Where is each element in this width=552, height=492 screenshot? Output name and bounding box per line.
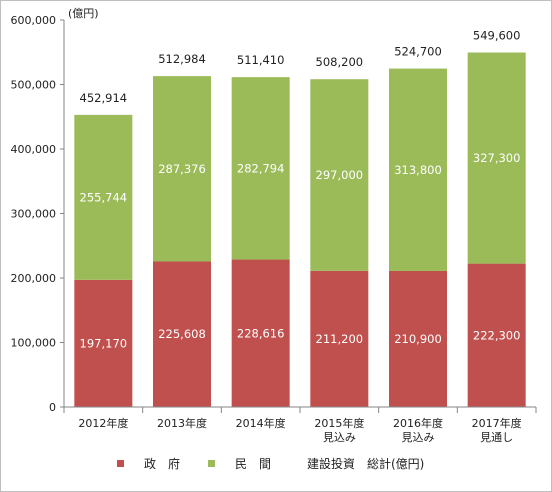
data-labels: 197,170 255,744 452,914 225,608 287,376 512,9… (80, 29, 521, 351)
x-category-label: 2017年度 (472, 416, 522, 430)
legend: 政 府 民 間 建設投資 総計(億円) (117, 456, 424, 471)
x-category-label: 2014年度 (236, 416, 286, 430)
bar-government (467, 263, 526, 407)
legend-government-swatch (117, 460, 124, 467)
segment-label: 197,170 (80, 336, 128, 350)
x-category-label: 2015年度 (314, 416, 364, 430)
segment-label: 222,300 (473, 328, 521, 342)
segment-label: 282,794 (237, 161, 285, 175)
x-axis: 2012年度 2013年度 2014年度 2015年度見込み2016年度見込み2017… (63, 406, 537, 444)
y-tick-label: 200,000 (11, 272, 57, 285)
segment-label: 287,376 (158, 162, 206, 176)
y-axis-unit: (億円) (68, 7, 99, 20)
total-label: 549,600 (473, 29, 521, 43)
bar-private (467, 52, 526, 264)
legend-government-label: 政 府 (144, 456, 180, 471)
bar-government (153, 261, 211, 407)
bar-government (74, 279, 133, 407)
x-category-label: 2016年度 (393, 416, 443, 430)
total-label: 511,410 (237, 53, 285, 67)
legend-total-label: 建設投資 総計(億円) (307, 456, 424, 471)
x-category-label: 2012年度 (78, 416, 128, 430)
y-tick-label: 400,000 (11, 143, 57, 156)
x-category-label: 見込み (402, 431, 435, 444)
y-axis: 0 100,000 200,000 300,000 400,000 500,000 600,… (11, 7, 99, 414)
y-tick-label: 500,000 (11, 79, 57, 92)
x-category-label: 見通し (480, 431, 513, 444)
bar-government (310, 270, 369, 407)
segment-label: 228,616 (237, 326, 285, 340)
bar-private (74, 114, 133, 280)
segment-label: 297,000 (316, 168, 364, 182)
total-label: 512,984 (158, 52, 206, 66)
segment-label: 255,744 (80, 190, 128, 204)
y-tick-label: 100,000 (11, 337, 57, 350)
y-tick-label: 300,000 (11, 208, 57, 221)
segment-label: 210,900 (394, 332, 442, 346)
bar-government (389, 270, 447, 407)
legend-private-label: 民 間 (235, 457, 271, 471)
total-label: 524,700 (394, 45, 442, 59)
bar-private (389, 68, 447, 271)
bar-private (310, 79, 369, 271)
bars-group (74, 52, 526, 407)
bar-private (153, 76, 211, 262)
x-category-label: 見込み (323, 431, 356, 444)
segment-label: 327,300 (473, 151, 521, 165)
bar-government (231, 259, 290, 407)
legend-private-swatch (208, 460, 215, 467)
y-tick-label: 0 (49, 401, 56, 414)
x-category-label: 2013年度 (157, 416, 207, 430)
segment-label: 225,608 (158, 327, 206, 341)
y-tick-label: 600,000 (11, 14, 57, 27)
segment-label: 313,800 (394, 163, 442, 177)
total-label: 508,200 (316, 55, 364, 69)
segment-label: 211,200 (316, 332, 364, 346)
bar-private (231, 77, 290, 260)
total-label: 452,914 (80, 91, 128, 105)
